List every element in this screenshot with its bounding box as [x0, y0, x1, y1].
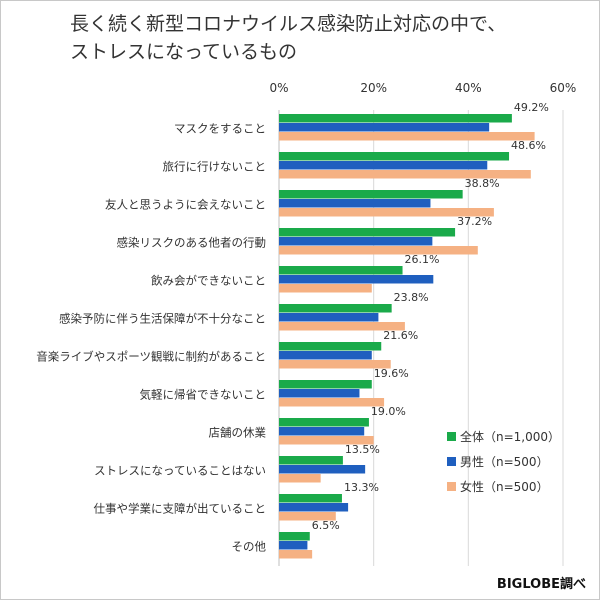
- legend-item-male: 男性（n=500）: [460, 455, 549, 469]
- bar-all: [279, 342, 382, 351]
- category-label: 感染予防に伴う生活保障が不十分なこと: [59, 312, 266, 326]
- bar-female: [279, 322, 405, 331]
- category-label: 旅行に行けないこと: [163, 160, 267, 174]
- bar-female: [279, 550, 313, 559]
- bar-male: [279, 389, 360, 398]
- legend-swatch: [447, 482, 456, 491]
- category-label: 店舗の休業: [209, 426, 267, 440]
- data-label: 13.5%: [345, 443, 380, 456]
- bar-all: [279, 494, 342, 503]
- category-labels: マスクをすること旅行に行けないこと友人と思うように会えないこと感染リスクのある他…: [36, 122, 266, 554]
- category-label: 飲み会ができないこと: [151, 274, 266, 288]
- bar-female: [279, 474, 321, 483]
- bar-male: [279, 313, 379, 322]
- chart-title-line-1: 長く続く新型コロナウイルス感染防止対応の中で、: [70, 13, 507, 35]
- data-label: 6.5%: [312, 519, 340, 532]
- category-label: ストレスになっていることはない: [94, 464, 266, 478]
- chart-title: 長く続く新型コロナウイルス感染防止対応の中で、 ストレスになっているもの: [70, 10, 570, 66]
- source-credit: BIGLOBE調べ: [496, 577, 586, 592]
- bar-all: [279, 418, 369, 427]
- legend-item-female: 女性（n=500）: [460, 479, 549, 494]
- x-tick-label: 40%: [455, 81, 482, 95]
- x-tick-label: 0%: [269, 81, 288, 95]
- category-label: 感染リスクのある他者の行動: [117, 236, 267, 250]
- bar-male: [279, 123, 490, 132]
- category-label: 気軽に帰省できないこと: [140, 388, 267, 402]
- bar-male: [279, 465, 366, 474]
- bar-all: [279, 532, 310, 541]
- bar-male: [279, 541, 308, 550]
- bar-male: [279, 427, 365, 436]
- legend-swatch: [447, 432, 456, 441]
- bar-all: [279, 114, 512, 123]
- bar-all: [279, 266, 403, 275]
- bar-male: [279, 503, 349, 512]
- data-label: 13.3%: [344, 481, 379, 494]
- category-label: マスクをすること: [174, 122, 266, 136]
- bar-male: [279, 237, 433, 246]
- bar-female: [279, 132, 535, 141]
- bar-female: [279, 208, 494, 217]
- legend-item-all: 全体（n=1,000）: [460, 429, 560, 444]
- bar-female: [279, 246, 478, 255]
- data-label: 21.6%: [383, 329, 418, 342]
- bar-all: [279, 228, 456, 237]
- bar-female: [279, 398, 385, 407]
- data-label: 48.6%: [511, 139, 546, 152]
- gridlines: [278, 110, 564, 566]
- bar-female: [279, 284, 372, 293]
- bar-all: [279, 190, 463, 199]
- bars: [279, 114, 535, 559]
- data-labels: 49.2% 48.6% 38.8% 37.2% 26.1% 23.8% 21.6% 19.6%…: [312, 101, 549, 532]
- data-label: 38.8%: [465, 177, 500, 190]
- x-tick-label: 20%: [360, 81, 387, 95]
- data-label: 49.2%: [514, 101, 549, 114]
- chart-title-line-2: ストレスになっているもの: [70, 41, 298, 63]
- x-tick-label: 60%: [550, 81, 577, 95]
- bar-female: [279, 360, 391, 369]
- bar-all: [279, 304, 392, 313]
- bar-male: [279, 351, 372, 360]
- category-label: 仕事や学業に支障が出ていること: [94, 502, 267, 516]
- category-label: 音楽ライブやスポーツ観戦に制約があること: [36, 350, 266, 364]
- bar-male: [279, 199, 431, 208]
- bar-female: [279, 436, 374, 445]
- data-label: 26.1%: [405, 253, 440, 266]
- bar-female: [279, 512, 336, 521]
- legend: 全体（n=1,000） 男性（n=500） 女性（n=500）: [447, 429, 560, 494]
- category-label: その他: [232, 540, 267, 554]
- data-label: 19.0%: [371, 405, 406, 418]
- legend-swatch: [447, 457, 456, 466]
- data-label: 37.2%: [457, 215, 492, 228]
- data-label: 19.6%: [374, 367, 409, 380]
- bar-male: [279, 161, 488, 170]
- bar-all: [279, 380, 372, 389]
- bar-all: [279, 152, 510, 161]
- x-axis-tick-labels: 0% 20% 40% 60%: [269, 81, 576, 95]
- bar-female: [279, 170, 531, 179]
- category-label: 友人と思うように会えないこと: [105, 198, 266, 212]
- bar-male: [279, 275, 434, 284]
- data-label: 23.8%: [394, 291, 429, 304]
- bar-all: [279, 456, 343, 465]
